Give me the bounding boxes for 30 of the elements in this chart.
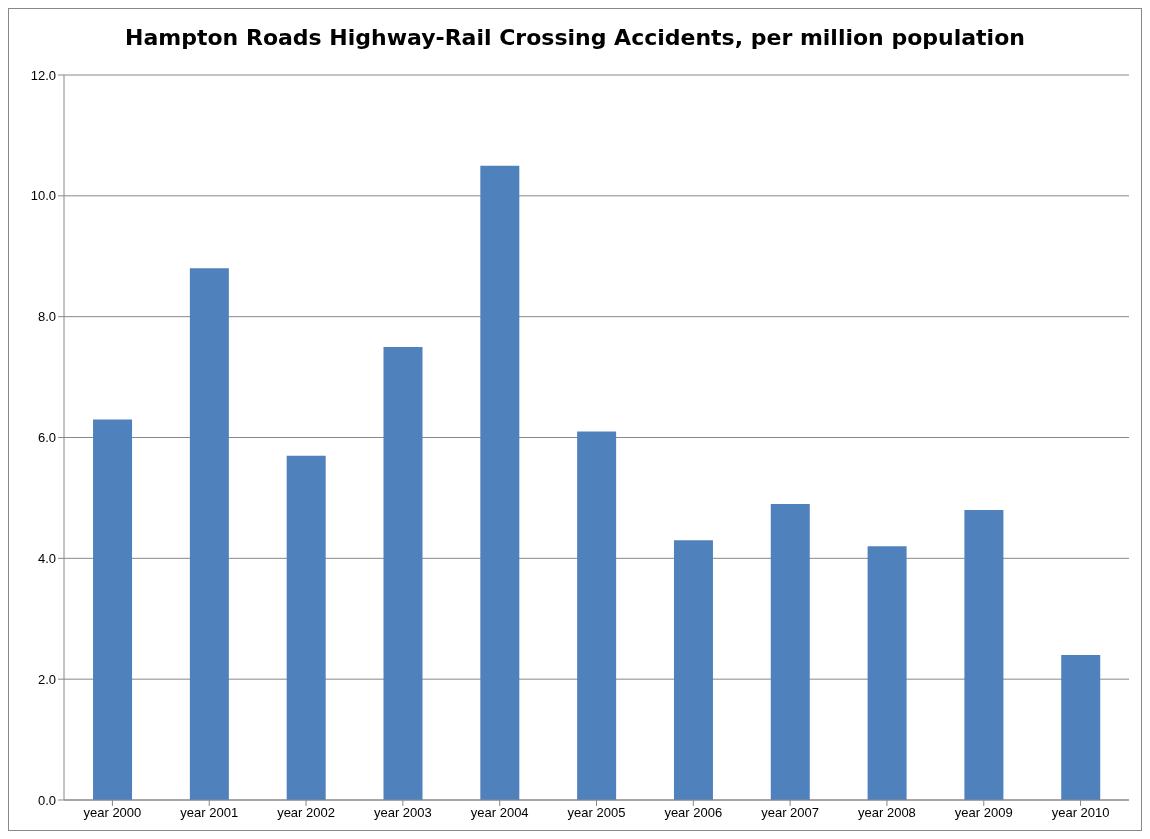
y-tick-label: 4.0 [37, 550, 56, 566]
bar [673, 540, 713, 800]
bar [189, 268, 229, 800]
bar [480, 165, 520, 800]
bar [383, 346, 423, 800]
x-tick-label: year 2003 [373, 805, 432, 821]
bar [867, 546, 907, 800]
x-tick-label: year 2010 [1051, 805, 1110, 821]
y-tick-label: 8.0 [37, 309, 56, 325]
y-tick-label: 2.0 [37, 671, 56, 687]
y-tick-label: 10.0 [30, 188, 56, 204]
bar [770, 503, 810, 800]
x-tick-label: year 2008 [858, 805, 916, 821]
x-tick-label: year 2009 [954, 805, 1013, 821]
x-tick-label: year 2000 [83, 805, 142, 821]
x-tick-label: year 2002 [277, 805, 335, 821]
x-tick-label: year 2004 [470, 805, 529, 821]
x-tick-label: year 2001 [180, 805, 239, 821]
x-tick-label: year 2007 [761, 805, 820, 821]
chart-title: Hampton Roads Highway-Rail Crossing Accidents, per million population [124, 24, 1026, 52]
y-tick-label: 6.0 [37, 430, 56, 446]
bar [964, 510, 1004, 800]
bar [577, 431, 617, 800]
x-tick-label: year 2005 [567, 805, 626, 821]
y-tick-label: 12.0 [30, 67, 56, 83]
x-tick-label: year 2006 [664, 805, 723, 821]
y-tick-label: 0.0 [37, 792, 56, 808]
bar [93, 419, 133, 800]
bar [1061, 655, 1101, 800]
bar [286, 455, 326, 800]
